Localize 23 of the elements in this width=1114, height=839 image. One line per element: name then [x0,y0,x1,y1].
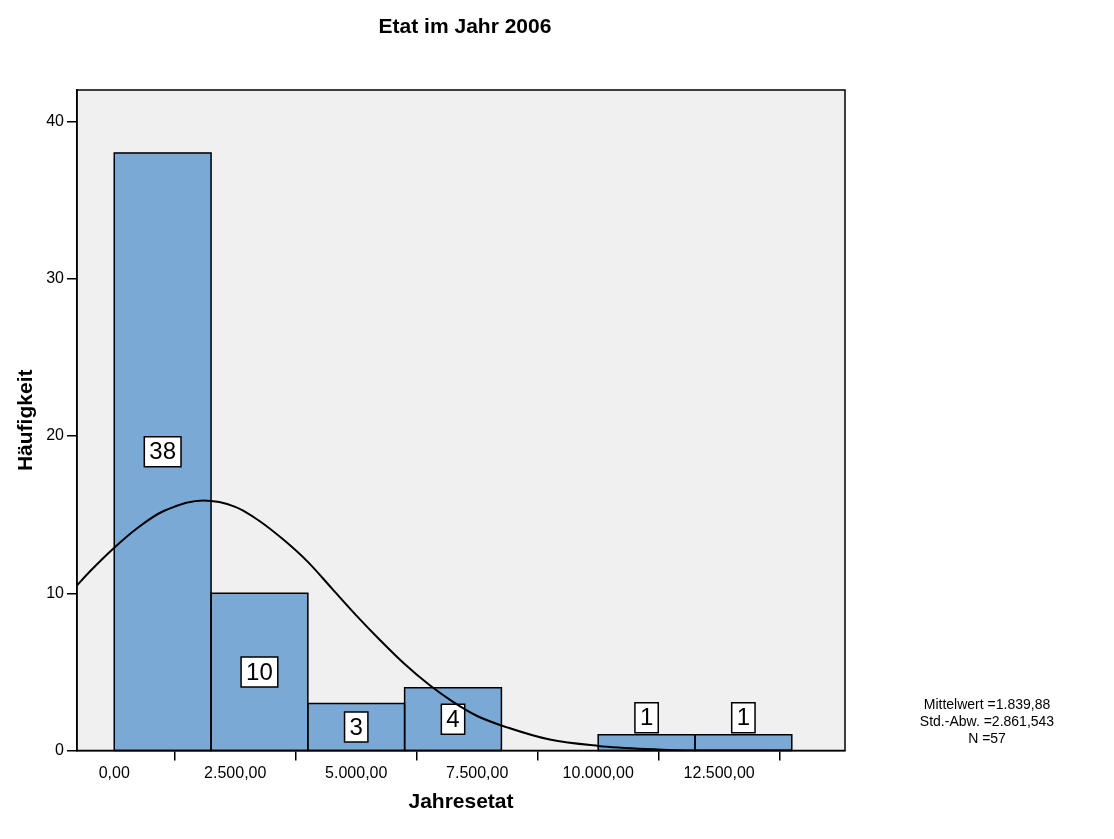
x-tick-label: 7.500,00 [446,763,509,781]
y-tick-label: 30 [46,269,65,287]
y-tick-label: 10 [46,583,65,601]
text: N =57 [967,730,1007,747]
data-label: 10 [246,657,273,685]
data-label: 3 [349,712,363,740]
data-label: 1 [736,703,751,731]
text: Mittelwert =1.839,88 [922,696,1052,713]
y-axis-title: Häufigkeit [13,369,37,472]
y-tick-label: 0 [55,741,65,759]
data-label: 1 [639,703,654,731]
data-label: 38 [149,437,176,465]
text: Std.-Abw. =2.861,543 [918,713,1056,730]
chart-title: Etat im Jahr 2006 [377,14,553,38]
data-label: 4 [446,704,460,732]
x-axis-title: Jahresetat [408,789,514,813]
x-tick-label: 12.500,00 [683,763,755,781]
x-tick-label: 0,00 [98,763,130,781]
y-tick-label: 20 [46,426,65,444]
y-tick-label: 40 [46,111,65,129]
x-tick-label: 10.000,00 [562,763,634,781]
x-tick-label: 5.000,00 [325,763,388,781]
x-tick-label: 2.500,00 [204,763,267,781]
